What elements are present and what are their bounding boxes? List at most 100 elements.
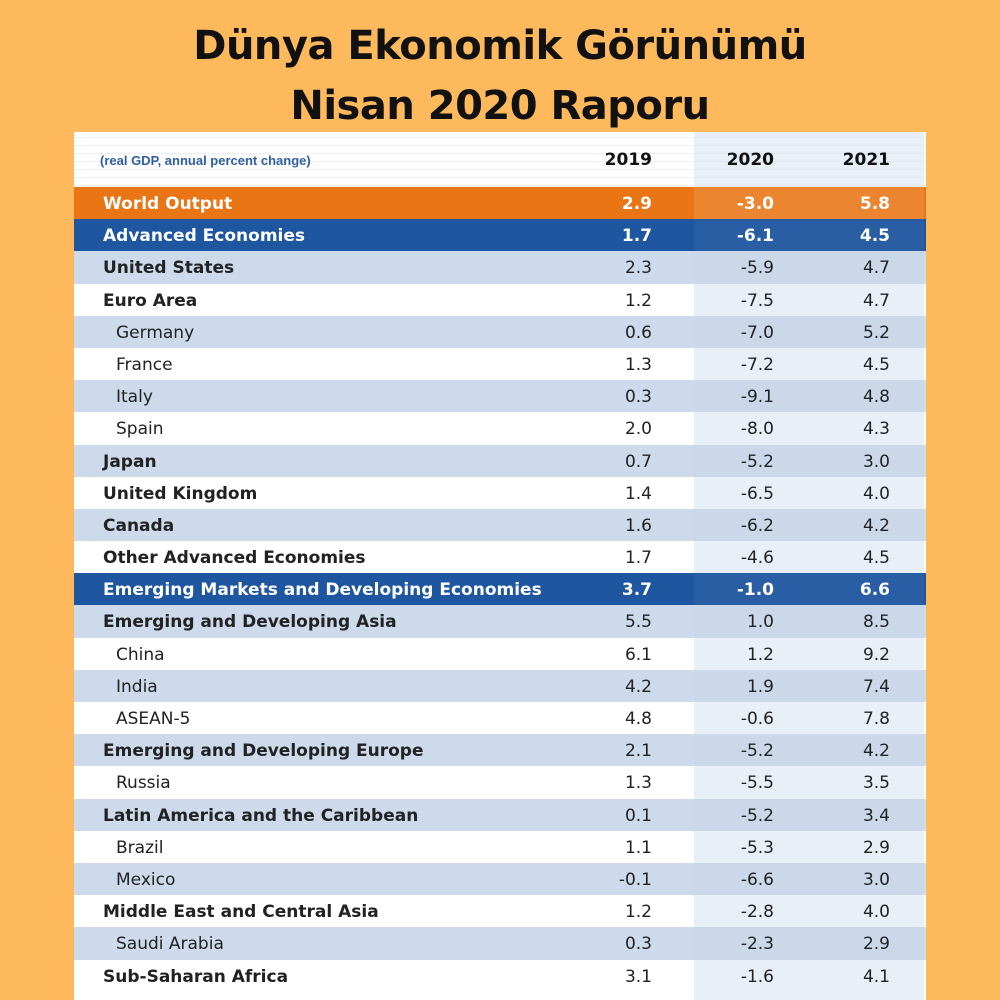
- row-label: Germany: [116, 322, 195, 343]
- value-2019: 1.3: [624, 773, 652, 794]
- table-row: Latin America and the Caribbean 0.1 -5.2 3.…: [74, 798, 926, 831]
- row-label: United States: [103, 258, 235, 279]
- row-label: Saudi Arabia: [116, 934, 224, 955]
- table-row: United States 2.3 -5.9 4.7: [74, 251, 926, 284]
- value-2019: 0.7: [624, 451, 652, 472]
- value-2019: 5.5: [624, 612, 652, 633]
- row-label: Latin America and the Caribbean: [103, 805, 419, 826]
- value-2021: 4.0: [862, 483, 890, 504]
- value-2021: 5.8: [859, 194, 890, 214]
- column-header-2019: 2019: [604, 150, 652, 170]
- value-2021: 6.6: [859, 580, 890, 601]
- value-2020: -7.2: [740, 354, 774, 375]
- table-row: Mexico -0.1 -6.6 3.0: [74, 862, 926, 896]
- row-label: Italy: [116, 387, 153, 408]
- table-row: Emerging Markets and Developing Economie…: [74, 573, 926, 606]
- value-2020: 1.0: [746, 612, 774, 633]
- row-label: World Output: [103, 194, 233, 214]
- row-label: France: [116, 354, 173, 375]
- value-2020: -5.9: [740, 258, 774, 279]
- value-2021: 9.2: [862, 644, 890, 665]
- table-row: Sub-Saharan Africa 3.1 -1.6 4.1: [74, 960, 926, 992]
- row-label: China: [116, 644, 165, 665]
- value-2020: 1.9: [746, 676, 774, 697]
- value-2020: -8.0: [740, 419, 774, 440]
- value-2020: -0.6: [740, 709, 774, 729]
- table-row: World Output 2.9 -3.0 5.8: [74, 187, 926, 220]
- value-2019: 0.3: [624, 934, 652, 955]
- value-2019: 0.1: [624, 805, 652, 826]
- table-row: Saudi Arabia 0.3 -2.3 2.9: [74, 927, 926, 960]
- table-row: Spain 2.0 -8.0 4.3: [74, 412, 926, 444]
- value-2020: -6.1: [736, 226, 774, 247]
- row-label: Emerging and Developing Europe: [103, 741, 424, 762]
- value-2020: -7.0: [740, 322, 774, 343]
- value-2019: 0.6: [624, 322, 652, 343]
- row-label: Mexico: [116, 869, 176, 890]
- value-2021: 4.7: [862, 290, 890, 311]
- value-2021: 4.1: [862, 966, 890, 987]
- value-2019: 1.6: [624, 515, 652, 536]
- table-row: Russia 1.3 -5.5 3.5: [74, 766, 926, 798]
- value-2021: 4.5: [862, 354, 890, 375]
- value-2019: 1.2: [624, 290, 652, 311]
- value-2020: -7.5: [740, 290, 774, 311]
- table-row: Advanced Economies 1.7 -6.1 4.5: [74, 219, 926, 252]
- row-label: Spain: [116, 419, 164, 440]
- table-header: (real GDP, annual percent change) 2019 2…: [74, 150, 926, 174]
- value-2021: 7.4: [862, 676, 890, 697]
- value-2019: 0.3: [624, 387, 652, 408]
- value-2019: 2.0: [624, 419, 652, 440]
- value-2021: 3.5: [862, 773, 890, 794]
- row-label: Advanced Economies: [103, 226, 306, 247]
- row-label: Brazil: [116, 837, 164, 858]
- gdp-table: (real GDP, annual percent change) 2019 2…: [74, 132, 926, 1000]
- page-title: Dünya Ekonomik Görünümü: [193, 23, 807, 69]
- value-2021: 3.4: [862, 805, 890, 826]
- value-2021: 4.2: [862, 515, 890, 536]
- row-label: India: [116, 676, 158, 697]
- row-label: Euro Area: [103, 290, 198, 311]
- value-2020: -6.5: [740, 483, 774, 504]
- column-header-2021: 2021: [842, 150, 890, 170]
- value-2021: 7.8: [862, 709, 890, 729]
- row-label: Emerging and Developing Asia: [103, 612, 397, 633]
- table-row: ASEAN-5 4.8 -0.6 7.8: [74, 702, 926, 734]
- value-2021: 4.8: [862, 387, 890, 408]
- value-2021: 4.5: [859, 226, 890, 247]
- value-2019: 2.1: [624, 741, 652, 762]
- table-row: Japan 0.7 -5.2 3.0: [74, 444, 926, 477]
- value-2019: 2.3: [624, 258, 652, 279]
- value-2020: 1.2: [746, 644, 774, 665]
- page-subtitle: Nisan 2020 Raporu: [290, 83, 710, 129]
- table-row: Emerging and Developing Europe 2.1 -5.2 4.2: [74, 734, 926, 767]
- table-note: (real GDP, annual percent change): [100, 153, 311, 168]
- value-2020: -6.2: [740, 515, 774, 536]
- table-row: China 6.1 1.2 9.2: [74, 638, 926, 670]
- value-2020: -5.2: [740, 451, 774, 472]
- value-2019: 4.2: [624, 676, 652, 697]
- value-2019: 6.1: [624, 644, 652, 665]
- value-2021: 4.3: [862, 419, 890, 440]
- value-2021: 4.5: [862, 548, 890, 569]
- value-2021: 3.0: [862, 869, 890, 890]
- value-2020: -1.0: [736, 580, 774, 601]
- table-row: Other Advanced Economies 1.7 -4.6 4.5: [74, 541, 926, 573]
- column-header-2020: 2020: [726, 150, 774, 170]
- table-body: World Output 2.9 -3.0 5.8 Advanced Economies…: [74, 187, 926, 992]
- value-2020: -2.3: [740, 934, 774, 955]
- value-2019: 3.1: [624, 966, 652, 987]
- row-label: ASEAN-5: [116, 709, 191, 729]
- row-label: Other Advanced Economies: [103, 548, 366, 569]
- value-2021: 4.2: [862, 741, 890, 762]
- forecast-cell-shade: [694, 187, 924, 220]
- table-row: Middle East and Central Asia 1.2 -2.8 4.0: [74, 895, 926, 927]
- row-label: Canada: [103, 515, 175, 536]
- value-2019: 4.8: [624, 709, 652, 729]
- value-2021: 4.7: [862, 258, 890, 279]
- value-2019: 1.2: [624, 902, 652, 923]
- value-2020: -5.2: [740, 741, 774, 762]
- value-2019: 2.9: [621, 194, 652, 214]
- value-2021: 2.9: [862, 837, 890, 858]
- forecast-cell-shade: [694, 573, 924, 606]
